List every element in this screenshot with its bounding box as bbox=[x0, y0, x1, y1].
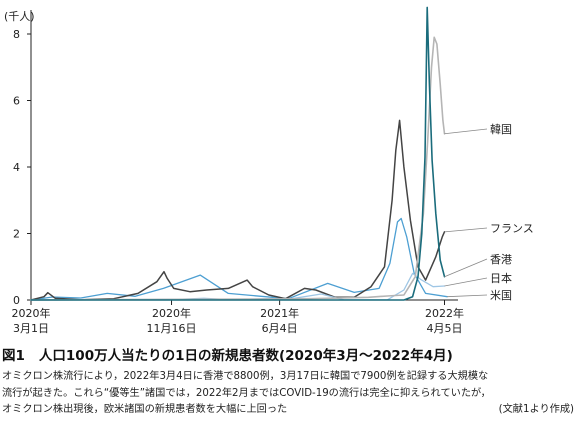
x-tick-day-2: 6月4日 bbox=[262, 322, 298, 335]
series-label-3: 韓国 bbox=[490, 123, 512, 136]
series-line-0 bbox=[30, 217, 448, 301]
x-tick-day-3: 4月5日 bbox=[426, 322, 462, 335]
series-line-4 bbox=[30, 6, 446, 301]
chart-axes bbox=[30, 10, 458, 301]
figure-description: オミクロン株流行により，2022年3月4日に香港で8800例，3月17日に韓国で… bbox=[2, 369, 576, 419]
line-chart: (千人) 0 2 4 6 8 2020年 3月1日 2020年 11月16日 2021年 6月4日… bbox=[4, 6, 534, 335]
source-note: (文献1より作成) bbox=[498, 404, 574, 415]
description-line-2: 流行が起きた。これら“優等生”諸国では，2022年2月まではCOVID-19の流… bbox=[2, 387, 491, 399]
x-tick-year-0: 2020年 bbox=[12, 306, 51, 320]
series-label-2: 日本 bbox=[490, 271, 512, 285]
y-tick-label-2: 4 bbox=[13, 161, 20, 174]
y-tick-label-1: 2 bbox=[13, 228, 20, 241]
series-lines bbox=[30, 6, 448, 301]
y-unit-label: (千人) bbox=[4, 10, 35, 23]
series-label-0: 米国 bbox=[490, 289, 512, 302]
series-leader-2 bbox=[444, 277, 488, 287]
description-line-3: オミクロン株出現後，欧米諸国の新規患者数を大幅に上回った bbox=[2, 404, 288, 415]
figure-title-text: 人口100万人当たりの1日の新規患者数(2020年3月〜2022年4月) bbox=[38, 348, 453, 364]
series-line-3 bbox=[30, 36, 446, 301]
x-axis-ticks: 2020年 3月1日 2020年 11月16日 2021年 6月4日 2022年 4月5日 bbox=[12, 300, 464, 335]
x-tick-day-0: 3月1日 bbox=[13, 322, 49, 335]
series-line-1 bbox=[30, 119, 446, 301]
series-label-1: フランス bbox=[490, 222, 534, 235]
series-leader-1 bbox=[444, 227, 488, 233]
figure-number: 図1 bbox=[2, 348, 25, 364]
x-tick-year-1: 2020年 bbox=[152, 306, 191, 320]
x-tick-year-2: 2021年 bbox=[260, 306, 299, 320]
y-tick-label-3: 6 bbox=[13, 95, 20, 108]
x-tick-day-1: 11月16日 bbox=[147, 322, 197, 335]
x-tick-year-3: 2022年 bbox=[425, 306, 464, 320]
series-leader-0 bbox=[447, 294, 488, 298]
figure-caption: 図1 人口100万人当たりの1日の新規患者数(2020年3月〜2022年4月) オ… bbox=[2, 344, 576, 419]
description-line-1: オミクロン株流行により，2022年3月4日に香港で8800例，3月17日に韓国で… bbox=[2, 371, 489, 382]
description-line-3-wrap: オミクロン株出現後，欧米諸国の新規患者数を大幅に上回った (文献1より作成) bbox=[2, 402, 576, 419]
figure-title: 図1 人口100万人当たりの1日の新規患者数(2020年3月〜2022年4月) bbox=[2, 344, 576, 364]
y-tick-label-0: 0 bbox=[13, 294, 20, 307]
y-axis-ticks: 0 2 4 6 8 bbox=[13, 28, 31, 307]
series-leader-3 bbox=[444, 128, 488, 135]
y-tick-label-4: 8 bbox=[13, 28, 20, 41]
series-label-4: 香港 bbox=[490, 253, 512, 266]
series-leader-4 bbox=[444, 258, 488, 278]
